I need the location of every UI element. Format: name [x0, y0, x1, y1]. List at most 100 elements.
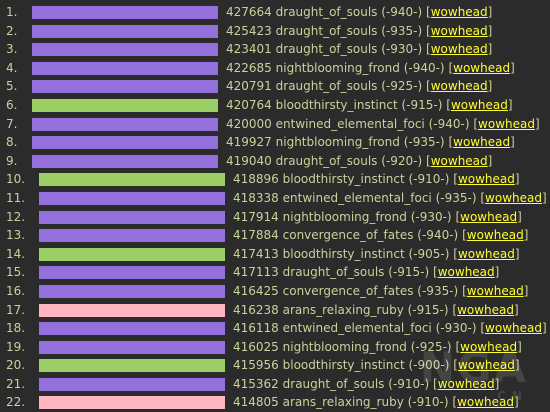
item-level: (-935-)	[417, 283, 459, 298]
wowhead-link[interactable]: wowhead	[453, 60, 511, 75]
ranking-text: 419040 draught_of_souls (-920-) [wowhead…	[226, 152, 492, 171]
score-bar	[32, 6, 218, 19]
score-bar	[39, 210, 225, 224]
trinket-name: convergence_of_fates	[282, 228, 414, 243]
link-open-bracket: [	[455, 209, 461, 224]
rank-number: 22.	[6, 395, 26, 410]
score-bar	[39, 359, 225, 373]
rank-number: 2.	[6, 23, 18, 38]
ranking-row: 7. 420000 entwined_elemental_foci (-940-)…	[0, 115, 550, 134]
wowhead-link[interactable]: wowhead	[466, 228, 524, 243]
trinket-name: bloodthirsty_instinct	[282, 246, 405, 261]
wowhead-link[interactable]: wowhead	[457, 246, 515, 261]
link-close-bracket: ]	[514, 358, 520, 373]
ranking-row: 4. 422685 nightblooming_frond (-940-) [wo…	[0, 59, 550, 78]
wowhead-link[interactable]: wowhead	[430, 42, 488, 57]
link-close-bracket: ]	[517, 209, 522, 224]
sim-score: 417914	[233, 209, 279, 224]
wowhead-link[interactable]: wowhead	[485, 190, 542, 205]
wowhead-link[interactable]: wowhead	[430, 79, 488, 94]
link-close-bracket: ]	[487, 42, 493, 57]
score-bar	[32, 24, 218, 38]
ranking-row: 2. 425423 draught_of_souls (-935-) [wowhe…	[0, 22, 550, 41]
sim-score: 416118	[233, 321, 279, 336]
score-bar	[39, 266, 225, 280]
item-level: (-935-)	[435, 190, 477, 205]
sim-score: 416425	[233, 283, 279, 298]
ranking-text: 420764 bloodthirsty_instinct (-915-) [wo…	[226, 96, 513, 115]
link-open-bracket: [	[480, 190, 486, 205]
rank-number: 13.	[6, 228, 26, 243]
link-open-bracket: [	[433, 376, 438, 391]
rank-number: 4.	[6, 60, 18, 75]
link-close-bracket: ]	[514, 395, 519, 410]
score-bar	[39, 247, 225, 261]
link-open-bracket: [	[480, 321, 486, 336]
link-close-bracket: ]	[514, 302, 519, 317]
score-bar	[39, 340, 225, 354]
trinket-name: draught_of_souls	[275, 23, 378, 38]
wowhead-link[interactable]: wowhead	[457, 358, 515, 373]
sim-score: 423401	[226, 42, 272, 57]
item-level: (-930-)	[435, 321, 477, 336]
link-close-bracket: ]	[487, 23, 493, 38]
wowhead-link[interactable]: wowhead	[430, 23, 488, 38]
rank-number: 21.	[6, 376, 26, 391]
trinket-name: draught_of_souls	[275, 79, 378, 94]
sim-score: 420764	[226, 97, 272, 112]
wowhead-link[interactable]: wowhead	[478, 116, 535, 131]
trinket-name: entwined_elemental_foci	[282, 321, 432, 336]
item-level: (-900-)	[408, 358, 450, 373]
item-level: (-910-)	[388, 376, 430, 391]
ranking-text: 415956 bloodthirsty_instinct (-900-) [wo…	[233, 356, 520, 375]
score-bar	[32, 61, 218, 75]
wowhead-link[interactable]: wowhead	[466, 283, 524, 298]
ranking-text: 416425 convergence_of_fates (-935-) [wow…	[233, 282, 528, 301]
wowhead-link[interactable]: wowhead	[457, 302, 515, 317]
link-close-bracket: ]	[510, 135, 515, 150]
rank-number: 12.	[6, 209, 26, 224]
item-level: (-925-)	[410, 339, 452, 354]
ranking-text: 416118 entwined_elemental_foci (-930-) […	[233, 319, 547, 338]
link-close-bracket: ]	[487, 5, 493, 19]
trinket-name: bloodthirsty_instinct	[282, 358, 405, 373]
ranking-text: 417113 draught_of_souls (-915-) [wowhead…	[233, 263, 499, 282]
wowhead-link[interactable]: wowhead	[485, 321, 542, 336]
rank-number: 6.	[6, 97, 18, 112]
link-close-bracket: ]	[517, 339, 522, 354]
ranking-text: 419927 nightblooming_frond (-935-) [wowh…	[226, 133, 515, 152]
wowhead-link[interactable]: wowhead	[460, 209, 518, 224]
sim-score: 419040	[226, 153, 272, 168]
score-bar	[39, 396, 225, 410]
trinket-name: nightblooming_frond	[282, 209, 407, 224]
trinket-name: draught_of_souls	[282, 265, 385, 280]
wowhead-link[interactable]: wowhead	[460, 339, 518, 354]
trinket-name: draught_of_souls	[275, 42, 378, 57]
wowhead-link[interactable]: wowhead	[430, 153, 488, 168]
item-level: (-935-)	[381, 23, 423, 38]
sim-score: 415956	[233, 358, 279, 373]
ranking-text: 420791 draught_of_souls (-925-) [wowhead…	[226, 77, 492, 96]
rank-number: 20.	[6, 358, 26, 373]
sim-score: 420000	[226, 116, 272, 131]
wowhead-link[interactable]: wowhead	[430, 5, 488, 19]
wowhead-link[interactable]: wowhead	[457, 172, 515, 187]
ranking-text: 418338 entwined_elemental_foci (-935-) […	[233, 189, 547, 208]
sim-score: 417884	[233, 228, 279, 243]
ranking-text: 420000 entwined_elemental_foci (-940-) […	[226, 115, 540, 134]
ranking-text: 416238 arans_relaxing_ruby (-915-) [wowh…	[233, 301, 519, 320]
wowhead-link[interactable]: wowhead	[450, 97, 508, 112]
link-open-bracket: [	[426, 5, 431, 19]
rank-number: 19.	[6, 339, 26, 354]
ranking-row: 18. 416118 entwined_elemental_foci (-930-…	[0, 319, 550, 338]
trinket-name: draught_of_souls	[282, 376, 385, 391]
link-close-bracket: ]	[541, 321, 547, 336]
wowhead-link[interactable]: wowhead	[437, 265, 495, 280]
wowhead-link[interactable]: wowhead	[453, 135, 511, 150]
link-close-bracket: ]	[534, 116, 540, 131]
trinket-name: convergence_of_fates	[282, 283, 414, 298]
score-bar	[32, 154, 218, 168]
ranking-text: 427664 draught_of_souls (-940-) [wowhead…	[226, 3, 492, 22]
wowhead-link[interactable]: wowhead	[457, 395, 515, 410]
wowhead-link[interactable]: wowhead	[437, 376, 495, 391]
